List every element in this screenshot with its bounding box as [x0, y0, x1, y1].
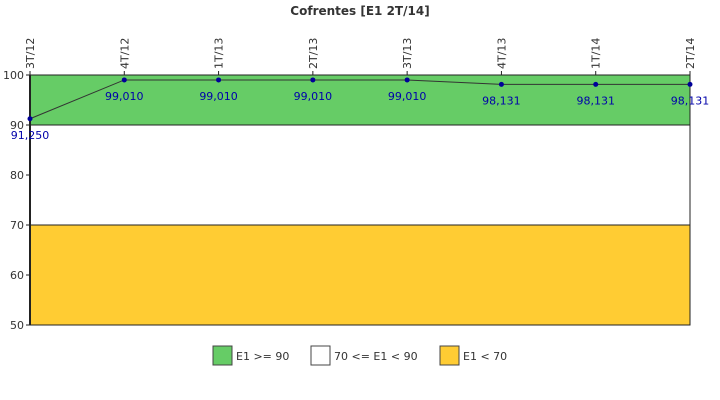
data-label: 99,010	[199, 90, 238, 103]
x-tick-label: 1T/14	[590, 38, 603, 69]
data-point	[404, 77, 410, 83]
x-axis: 3T/12 4T/12 1T/13 2T/13 3T/13 4T/13 1T/14 2T/14	[24, 38, 697, 75]
threshold-bands	[29, 74, 691, 326]
legend-label: E1 >= 90	[236, 350, 289, 363]
y-tick-label: 60	[10, 269, 24, 282]
data-point	[310, 77, 316, 83]
x-tick-label: 3T/12	[24, 38, 37, 69]
chart-title: Cofrentes [E1 2T/14]	[290, 4, 429, 18]
band-0	[29, 74, 691, 126]
data-label: 99,010	[294, 90, 333, 103]
y-tick-label: 90	[10, 119, 24, 132]
data-point	[498, 81, 504, 87]
x-tick-label: 2T/13	[307, 38, 320, 69]
data-label: 91,250	[11, 129, 50, 142]
y-tick-label: 100	[3, 69, 24, 82]
legend-swatch	[212, 345, 233, 366]
x-tick-label: 2T/14	[684, 38, 697, 69]
band-1	[29, 124, 691, 226]
data-label: 98,131	[482, 94, 521, 107]
data-point	[27, 116, 33, 122]
series-line	[29, 79, 690, 120]
x-tick-label: 4T/13	[495, 38, 508, 69]
y-tick-label: 80	[10, 169, 24, 182]
legend-swatch	[439, 345, 460, 366]
data-label: 98,131	[576, 94, 615, 107]
data-point	[687, 81, 693, 87]
data-label: 98,131	[671, 94, 710, 107]
x-tick-label: 3T/13	[401, 38, 414, 69]
data-label: 99,010	[388, 90, 427, 103]
x-tick-label: 4T/12	[118, 38, 131, 69]
series: 91,250 99,010 99,010 99,010 99,010 98,131 98,1…	[11, 77, 710, 142]
y-axis: 50 60 70 80 90 100	[3, 69, 30, 332]
legend: E1 >= 90 70 <= E1 < 90 E1 < 70	[212, 345, 507, 366]
legend-swatch	[310, 345, 331, 366]
legend-label: 70 <= E1 < 90	[334, 350, 418, 363]
band-2	[29, 224, 691, 326]
y-tick-label: 50	[10, 319, 24, 332]
x-tick-label: 1T/13	[213, 38, 226, 69]
data-point	[593, 81, 599, 87]
data-label: 99,010	[105, 90, 144, 103]
y-tick-label: 70	[10, 219, 24, 232]
data-point	[216, 77, 222, 83]
legend-label: E1 < 70	[463, 350, 507, 363]
data-point	[121, 77, 127, 83]
